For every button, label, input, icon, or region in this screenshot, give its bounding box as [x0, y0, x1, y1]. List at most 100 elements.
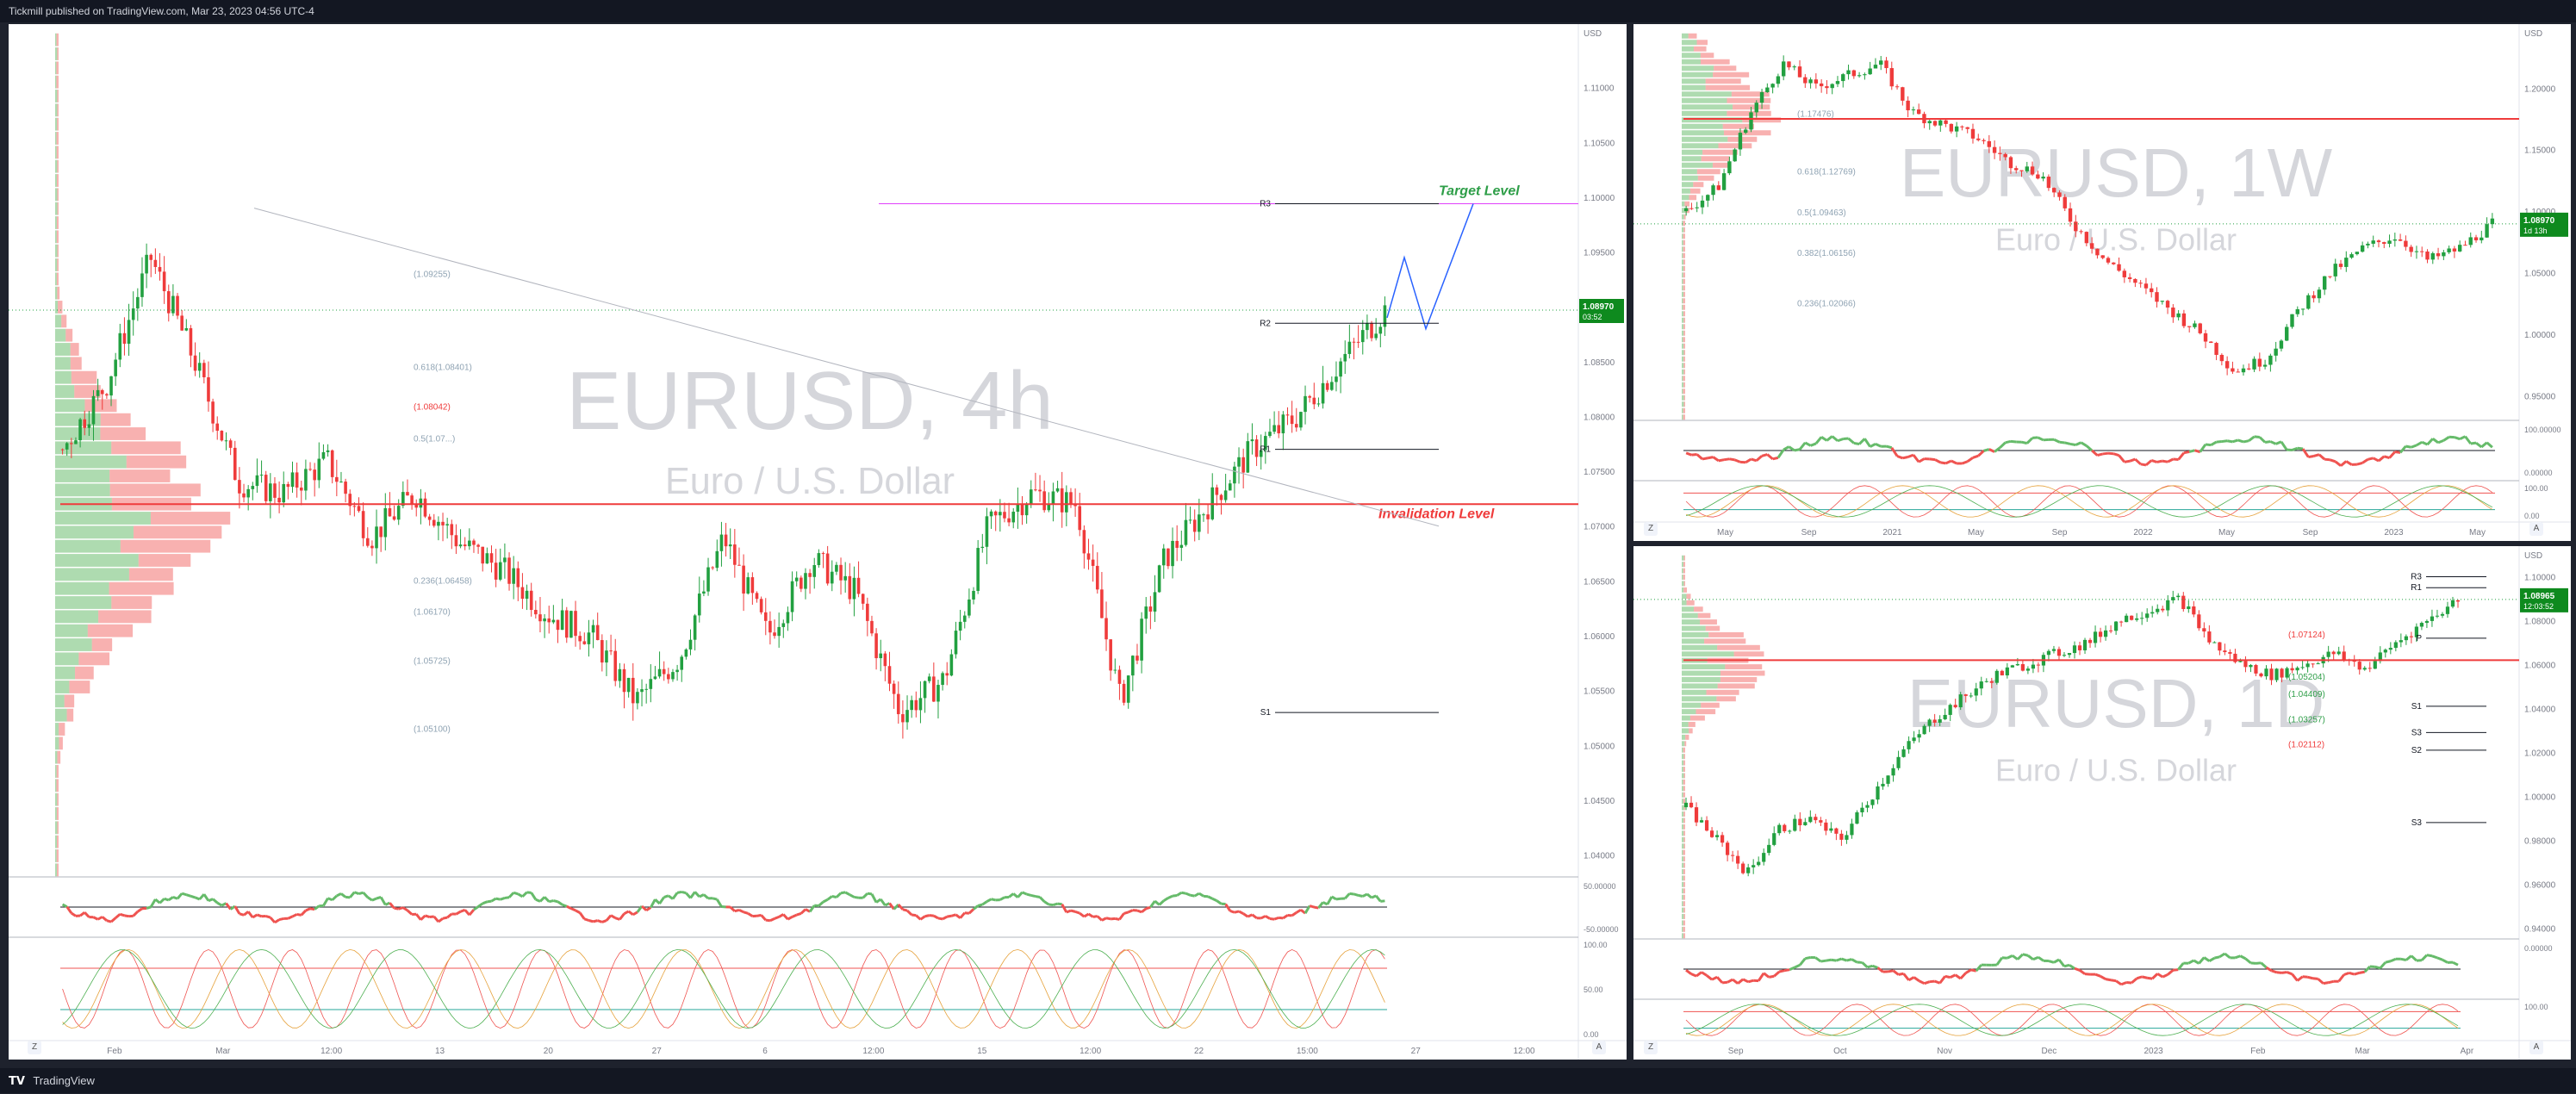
candle-body [1096, 566, 1099, 589]
auto-scale-button[interactable]: A [2529, 1041, 2543, 1054]
rsi-segment [2443, 437, 2448, 440]
volume-profile-bar-down [58, 202, 59, 215]
rsi-segment [1815, 958, 1820, 961]
volume-profile-bar-down [1683, 240, 1685, 246]
volume-profile-bar-down [57, 793, 59, 806]
candle-body [2446, 606, 2449, 614]
candle-body [963, 616, 967, 622]
candle-body [2069, 208, 2072, 221]
time-axis-tick: 12:00 [320, 1047, 342, 1056]
volume-profile-bar-up [55, 160, 57, 173]
candle-body [530, 591, 533, 610]
rsi-segment [2232, 440, 2237, 442]
rsi-segment [1795, 450, 1800, 451]
z-button[interactable]: Z [1644, 1041, 1658, 1054]
volume-profile-bar-up [55, 709, 67, 722]
z-button[interactable]: Z [1644, 522, 1658, 536]
candle-body [1891, 768, 1895, 776]
volume-profile-bar-down [110, 483, 201, 496]
candle-body [2117, 264, 2120, 271]
rsi-segment [1867, 966, 1872, 967]
volume-profile-bar-down [1683, 869, 1685, 874]
candle-body [1689, 803, 1693, 807]
candle-body [2150, 289, 2153, 292]
candle-body [685, 650, 688, 656]
footer-brand[interactable]: TradingView [33, 1074, 95, 1087]
candle-body [176, 296, 179, 316]
candle-body [2243, 661, 2247, 667]
candle-body [1034, 489, 1037, 490]
rsi-segment [801, 910, 806, 914]
volume-profile-bar-down [1698, 176, 1714, 181]
volume-profile-bar-up [55, 118, 57, 131]
rsi-segment [2119, 456, 2125, 463]
tradingview-logo-icon[interactable]: TV [9, 1069, 25, 1094]
candle-body [1100, 589, 1104, 618]
volume-profile-bar-down [57, 47, 59, 60]
rsi-segment [2395, 452, 2400, 453]
z-button[interactable]: Z [28, 1041, 41, 1054]
candle-body [990, 512, 993, 517]
candle-body [619, 669, 622, 681]
rsi-segment [1894, 971, 1899, 975]
volume-profile-bar-up [1682, 350, 1684, 355]
volume-profile-bar-down [1686, 594, 1690, 599]
auto-scale-button[interactable]: A [2529, 522, 2543, 536]
rsi-segment [98, 917, 103, 919]
rsi-segment [2135, 459, 2140, 464]
candle-body [92, 396, 96, 425]
candle-body [2358, 662, 2361, 669]
candle-body [2011, 665, 2014, 667]
time-axis-tick: Nov [1937, 1047, 1952, 1056]
volume-profile-bar-up [1682, 259, 1683, 264]
volume-profile-bar-up [55, 554, 139, 567]
candle-body [1886, 775, 1889, 784]
auto-scale-button[interactable]: A [1592, 1041, 1606, 1054]
volume-profile-bar-down [1683, 331, 1685, 336]
candle-body [1052, 491, 1055, 504]
volume-profile-bar-up [1682, 722, 1689, 727]
rsi-segment [576, 911, 580, 913]
volume-profile-bar-up [55, 258, 57, 271]
rsi-segment [1795, 965, 1800, 967]
candle-body [2090, 243, 2094, 248]
volume-profile-bar-up [55, 582, 109, 595]
rsi-segment [1686, 970, 1691, 974]
rsi-segment [2293, 974, 2298, 981]
candle-body [1752, 865, 1755, 867]
volume-profile-bar-up [55, 272, 57, 285]
candle-body [503, 557, 507, 562]
candle-body [2207, 631, 2211, 643]
rsi-segment [986, 899, 991, 902]
volume-profile-bar-up [1682, 767, 1683, 772]
volume-profile-bar-down [1683, 318, 1685, 323]
rsi-segment [1181, 892, 1185, 893]
rsi-segment [868, 893, 872, 894]
volume-profile-bar-up [55, 47, 57, 60]
rsi-segment [1084, 914, 1088, 917]
volume-profile-bar-up [55, 540, 121, 553]
candle-body [2052, 649, 2056, 650]
candle-body [1744, 129, 1747, 133]
candle-body [1237, 457, 1241, 467]
volume-profile-bar-down [1683, 793, 1685, 798]
candle-body [1705, 820, 1708, 830]
volume-profile-bar-up [1682, 150, 1702, 155]
volume-profile-bar-up [55, 483, 110, 496]
candle-body [65, 443, 69, 449]
candle-body [1966, 127, 1969, 129]
volume-profile-bar-down [1683, 818, 1685, 824]
rsi-segment [588, 920, 593, 921]
rsi-segment [509, 892, 513, 897]
volume-profile-bar-up [1682, 581, 1684, 586]
rsi-segment [2204, 957, 2209, 960]
volume-profile-bar-up [1682, 214, 1684, 220]
candle-body [2249, 665, 2252, 667]
volume-profile-bar-down [1683, 888, 1685, 893]
